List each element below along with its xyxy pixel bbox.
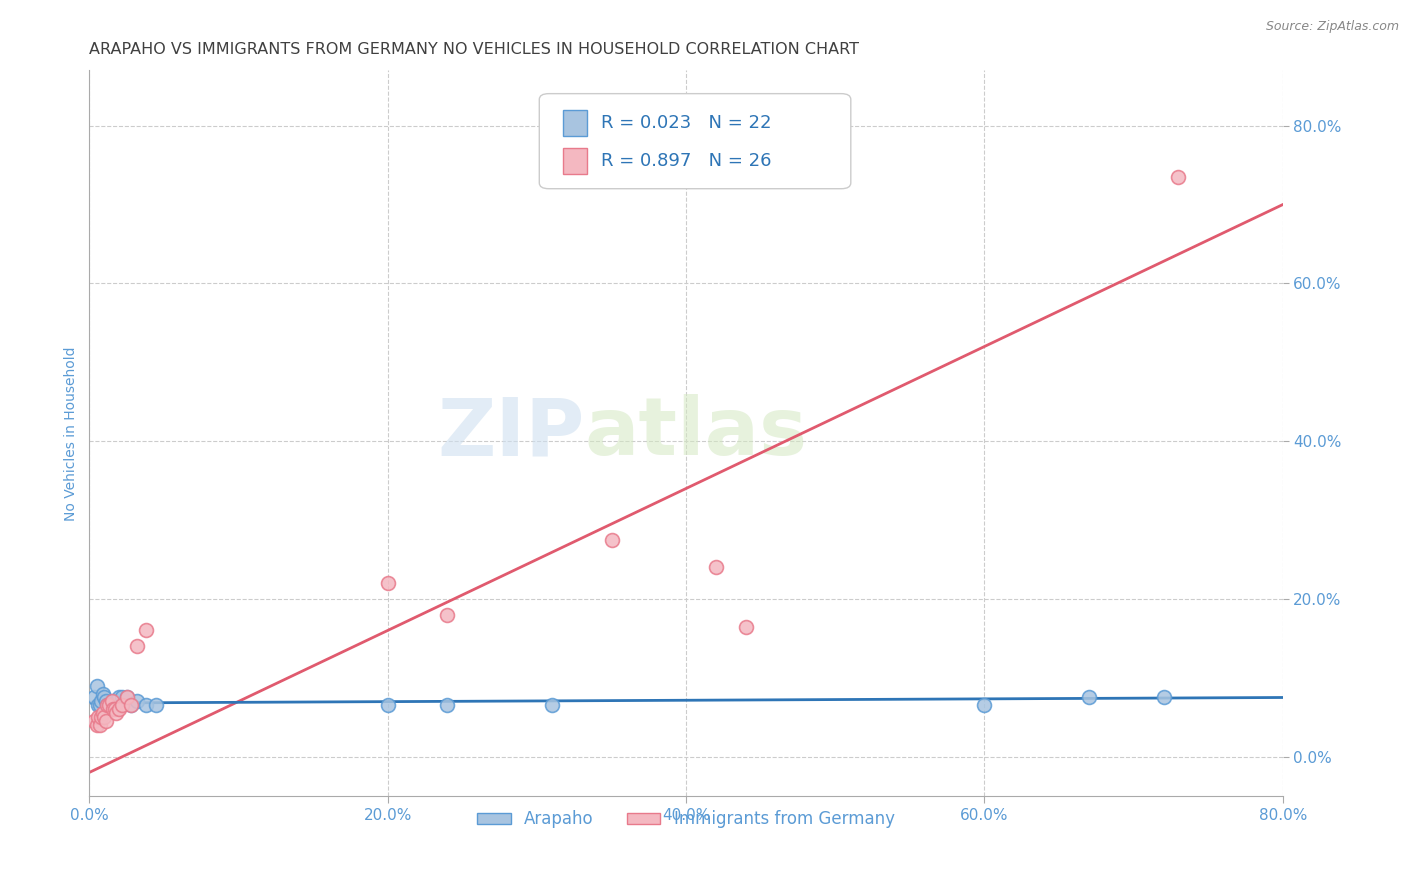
Point [1077,690,1099,705]
Point [97,698,120,713]
Point [436,607,458,622]
Point [87,698,110,713]
Point [104,698,127,713]
FancyBboxPatch shape [540,94,851,189]
Point [86,718,108,732]
Point [93,710,115,724]
Point [540,698,562,713]
Point [96,698,118,713]
Text: R = 0.023   N = 22: R = 0.023 N = 22 [602,114,772,132]
Point [704,560,727,574]
Point [87,710,110,724]
Point [105,706,128,721]
Point [98,698,121,713]
Point [377,698,399,713]
Text: atlas: atlas [585,394,808,472]
Point [104,702,127,716]
Point [93,690,115,705]
Point [100,694,122,708]
Point [91,706,114,721]
Point [90,710,112,724]
Point [103,702,125,716]
Point [90,694,112,708]
Point [91,687,114,701]
Legend: Arapaho, Immigrants from Germany: Arapaho, Immigrants from Germany [471,804,901,835]
Point [377,576,399,591]
Point [1153,690,1175,705]
Point [100,698,122,713]
Point [120,698,142,713]
Point [973,698,995,713]
Point [125,694,148,708]
Y-axis label: No Vehicles in Household: No Vehicles in Household [65,346,79,521]
Point [125,639,148,653]
Point [105,694,128,708]
Point [108,690,131,705]
Point [120,698,142,713]
Point [436,698,458,713]
Point [111,690,134,705]
Text: ARAPAHO VS IMMIGRANTS FROM GERMANY NO VEHICLES IN HOUSEHOLD CORRELATION CHART: ARAPAHO VS IMMIGRANTS FROM GERMANY NO VE… [90,42,859,57]
Bar [564,111,588,136]
Point [94,694,117,708]
Point [115,690,138,705]
Point [145,698,167,713]
Point [89,698,111,713]
Point [97,698,120,713]
Point [89,718,111,732]
Point [135,698,157,713]
Text: Source: ZipAtlas.com: Source: ZipAtlas.com [1265,20,1399,33]
Point [94,714,117,728]
Point [83,714,105,728]
Point [135,624,157,638]
Point [115,690,138,705]
Text: ZIP: ZIP [437,394,585,472]
Point [86,679,108,693]
Point [108,702,131,716]
Point [600,533,623,547]
Point [111,698,134,713]
Point [96,698,118,713]
Point [734,619,756,633]
Point [1167,169,1189,184]
Bar [564,148,588,174]
Point [103,694,125,708]
Point [83,690,105,705]
Text: R = 0.897   N = 26: R = 0.897 N = 26 [602,153,772,170]
